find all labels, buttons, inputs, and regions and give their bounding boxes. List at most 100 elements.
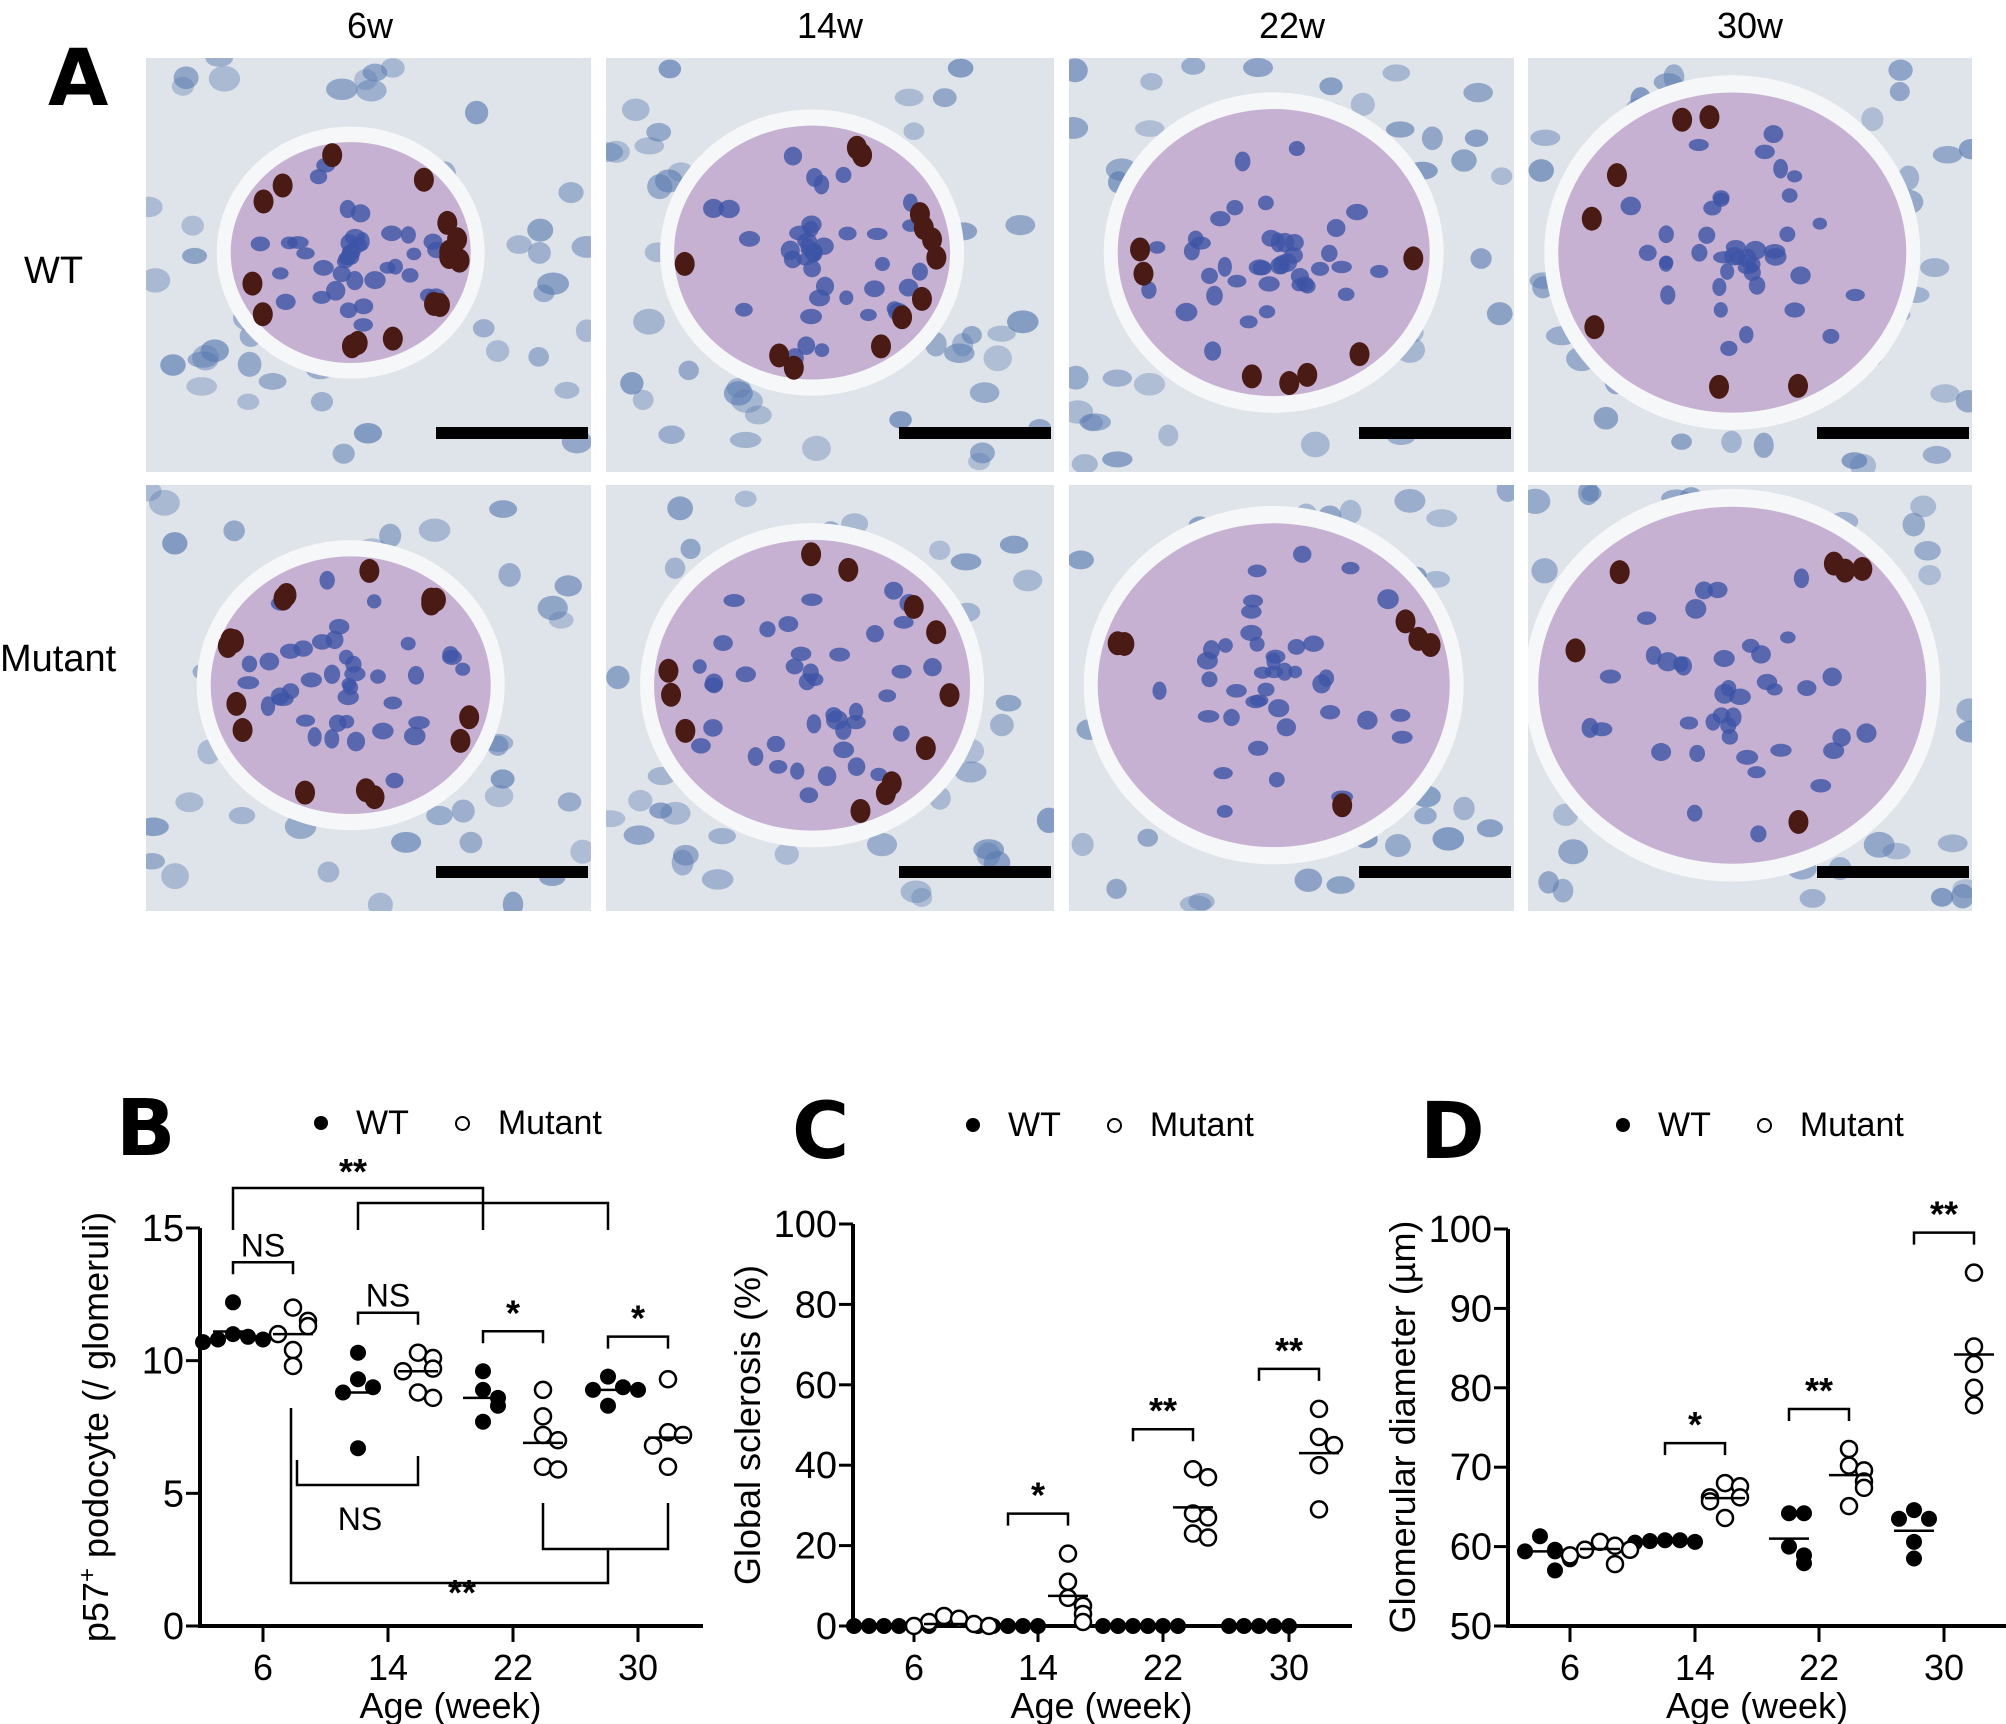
- legend-c: WT Mutant: [966, 1108, 1300, 1142]
- mutant-data-point: [1073, 1612, 1093, 1632]
- column-label-22w: 22w: [1258, 5, 1326, 46]
- x-tick-label: 30: [1924, 1647, 1964, 1688]
- mutant-data-point: [283, 1356, 303, 1376]
- mutant-marker-icon: [1106, 1117, 1122, 1133]
- mutant-data-point: [919, 1612, 939, 1632]
- mutant-data-point: [658, 1369, 678, 1389]
- mutant-data-point: [1058, 1588, 1078, 1608]
- wt-data-point: [210, 1331, 226, 1348]
- wt-data-point: [1281, 1618, 1297, 1634]
- mutant-data-point: [298, 1316, 318, 1336]
- wt-data-point: [1906, 1533, 1922, 1550]
- significance-label: **: [1149, 1390, 1177, 1431]
- x-tick-label: 22: [1799, 1647, 1839, 1688]
- significance-bracket: [1131, 1427, 1195, 1442]
- mutant-data-point: [1964, 1263, 1984, 1282]
- wt-data-point: [600, 1397, 616, 1414]
- significance-label: NS: [338, 1501, 382, 1537]
- wt-data-point: [490, 1397, 506, 1414]
- mutant-data-point: [1058, 1544, 1078, 1563]
- mutant-data-point: [533, 1380, 553, 1400]
- wt-data-point: [1796, 1505, 1812, 1522]
- wt-data-point: [1095, 1618, 1111, 1634]
- y-tick-label: 60: [1450, 1527, 1492, 1569]
- wt-data-point: [615, 1379, 631, 1396]
- panel-letter-c: C: [792, 1087, 850, 1177]
- mutant-data-point: [904, 1616, 924, 1636]
- wt-data-point: [475, 1363, 491, 1380]
- mutant-data-point: [1309, 1500, 1329, 1519]
- legend-mutant-label: Mutant: [497, 1104, 602, 1142]
- micrograph-mutant-14w: [606, 485, 1054, 911]
- mutant-data-point: [1839, 1439, 1859, 1459]
- mutant-data-point: [1605, 1536, 1625, 1556]
- micrograph-mutant-22w: [1069, 485, 1514, 911]
- column-label-14w: 14w: [796, 5, 864, 46]
- significance-bracket: [481, 1330, 545, 1344]
- mutant-data-point: [979, 1616, 999, 1636]
- mutant-data-point: [1839, 1456, 1859, 1475]
- mutant-data-point: [283, 1298, 303, 1317]
- mutant-data-point: [423, 1388, 443, 1408]
- significance-label: NS: [366, 1278, 410, 1314]
- significance-label: *: [1688, 1404, 1702, 1445]
- mutant-data-point: [934, 1606, 954, 1626]
- mutant-data-point: [1309, 1399, 1329, 1419]
- wt-data-point: [475, 1413, 491, 1430]
- mutant-data-point: [1309, 1455, 1329, 1475]
- y-tick-label: 50: [1450, 1606, 1492, 1648]
- wt-data-point: [600, 1368, 616, 1385]
- wt-data-point: [225, 1326, 241, 1343]
- wt-data-point: [1170, 1618, 1186, 1634]
- mutant-data-point: [1324, 1435, 1344, 1455]
- mutant-data-point: [408, 1383, 428, 1402]
- wt-data-point: [1906, 1502, 1922, 1519]
- x-tick-label: 22: [1143, 1647, 1183, 1688]
- wt-data-point: [350, 1344, 366, 1361]
- wt-data-point: [1155, 1618, 1171, 1634]
- mutant-data-point: [1198, 1468, 1218, 1487]
- wt-data-point: [1921, 1510, 1937, 1527]
- x-tick-label: 6: [253, 1647, 273, 1688]
- mutant-data-point: [408, 1343, 428, 1362]
- mutant-data-point: [1198, 1528, 1218, 1547]
- x-tick-label: 14: [1018, 1647, 1058, 1688]
- y-tick-label: 0: [816, 1606, 837, 1648]
- y-tick-label: 10: [142, 1341, 184, 1383]
- mutant-data-point: [1183, 1524, 1203, 1543]
- mutant-data-point: [1620, 1540, 1640, 1560]
- y-tick-label: 40: [795, 1445, 837, 1487]
- wt-marker-icon: [1616, 1118, 1630, 1132]
- significance-label: *: [1031, 1475, 1045, 1516]
- panel-letter-a: A: [48, 34, 109, 124]
- x-tick-label: 22: [493, 1647, 533, 1688]
- y-axis-title: Glomerular diameter (µm): [1382, 1221, 1423, 1634]
- mutant-data-point: [1964, 1354, 1984, 1374]
- wt-data-point: [1221, 1618, 1237, 1634]
- y-tick-label: 15: [142, 1208, 184, 1250]
- mutant-data-point: [1964, 1378, 1984, 1398]
- significance-bracket: [289, 1408, 670, 1585]
- wt-marker-icon: [966, 1118, 980, 1132]
- micrograph-wt-22w: [1069, 58, 1514, 472]
- mutant-data-point: [964, 1614, 984, 1634]
- legend-b: WT Mutant: [314, 1106, 648, 1140]
- mutant-data-point: [1590, 1532, 1610, 1552]
- wt-marker-icon: [314, 1116, 328, 1130]
- mutant-data-point: [643, 1436, 663, 1455]
- micrograph-mutant-30w: [1528, 485, 1972, 911]
- mutant-data-point: [658, 1457, 678, 1477]
- significance-bracket: [1663, 1441, 1727, 1456]
- chart-b: 0 5 10 15 6 14 22 30 Age (week) p57+ podocyte (/ …: [74, 1151, 703, 1724]
- significance-label: **: [1805, 1370, 1833, 1411]
- legend-mutant-label: Mutant: [1149, 1106, 1254, 1144]
- x-axis-title: Age (week): [1666, 1685, 1848, 1724]
- mutant-data-point: [533, 1407, 553, 1426]
- x-axis-title: Age (week): [359, 1685, 541, 1724]
- significance-bracket: [231, 1186, 610, 1230]
- significance-label: **: [1275, 1330, 1303, 1371]
- panel-letter-b: B: [116, 1084, 176, 1174]
- micrograph-wt-14w: [606, 58, 1054, 472]
- mutant-data-point: [1715, 1508, 1735, 1528]
- micrograph-mutant-6w: [146, 485, 591, 911]
